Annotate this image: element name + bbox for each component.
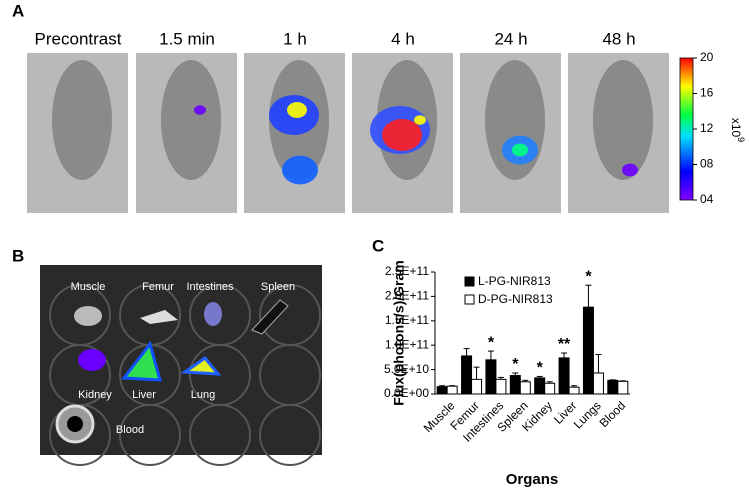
significance: * [512,356,519,373]
bar [592,372,604,395]
panel-label: C [372,236,384,255]
organ-label: Lung [191,389,215,401]
organ-label: Intestines [186,281,234,293]
timepoint-label: 1.5 min [159,29,215,48]
x-tick-label: Muscle [421,398,458,435]
bar [617,380,629,395]
mouse-body [52,60,112,180]
well [49,404,111,466]
y-tick-label: 2.0E+11 [385,289,429,303]
timepoint-label: 48 h [602,29,635,48]
significance: * [585,268,592,285]
x-tick-label: Blood [597,398,629,430]
colorbar-tick-label: 16 [700,86,714,100]
colorbar-unit: x109 [729,118,746,142]
wells [49,284,321,466]
bar [534,377,546,395]
timepoint-label: 24 h [494,29,527,48]
x-axis-title: Organs [506,471,559,488]
organ [204,302,222,326]
bar [568,386,580,395]
bar [446,385,458,395]
signal [287,102,307,118]
organ [67,416,83,432]
y-tick-label: 0.0E+00 [384,386,429,400]
organ [121,340,163,382]
signal [194,105,206,115]
colorbar [679,57,694,201]
organ-label: Blood [116,424,144,436]
y-tick-label: 2.5E+11 [385,264,429,278]
organ-labels: Muscle Femur Intestines Spleen Kidney Liver Lu… [71,281,296,436]
bar-chart: 0.0E+00 5.0E+10 1.0E+11 1.5E+11 2.0E+11 2.5E+… [384,260,630,488]
signal [512,143,528,157]
colorbar-ticks: 04 08 12 16 20 [693,50,714,206]
organ [251,299,289,335]
bar [519,381,531,395]
well [189,404,251,466]
bar [471,378,483,395]
mouse-body [593,60,653,180]
legend-label: D-PG-NIR813 [478,292,553,306]
signal [282,155,318,185]
timepoint-label: 4 h [391,29,415,48]
timepoint-label: 1 h [283,29,307,48]
organ [74,306,102,326]
colorbar-tick-label: 12 [700,121,714,135]
organ [140,310,178,324]
organ [78,349,106,371]
well [119,404,181,466]
organ-label: Kidney [78,389,112,401]
organ-label: Muscle [71,281,106,293]
bar [607,379,619,395]
mouse-body [161,60,221,180]
bar [495,378,507,395]
bar [582,306,594,395]
timepoint-label: Precontrast [35,29,122,48]
significance: ** [558,336,571,353]
legend-swatch [464,294,475,305]
legend-swatch [464,276,475,287]
bar [544,382,556,395]
mouse-images [27,53,669,213]
organ-label: Liver [132,389,156,401]
signal [382,119,422,151]
bar [558,357,570,395]
y-axis-title: Flux(photons/s)/Gram [391,260,407,405]
signal [622,163,638,177]
significance: * [488,334,495,351]
colorbar-tick-label: 04 [700,192,714,206]
colorbar-tick-label: 08 [700,157,714,171]
y-tick-label: 1.5E+11 [385,313,429,327]
bar [436,386,448,395]
bar [509,374,521,395]
well [259,404,321,466]
panel-label: A [12,1,24,20]
signal [414,115,426,125]
bar [485,359,497,395]
x-tick-label: Lungs [571,398,604,431]
organ [180,355,222,376]
organ-label: Spleen [261,281,295,293]
bar [461,355,473,395]
legend-label: L-PG-NIR813 [478,274,551,288]
y-tick-label: 1.0E+11 [385,337,429,351]
y-tick-label: 5.0E+10 [384,362,429,376]
colorbar-tick-label: 20 [700,50,714,64]
organ-label: Femur [142,281,174,293]
significance: * [537,360,544,377]
panel-label: B [12,246,24,265]
